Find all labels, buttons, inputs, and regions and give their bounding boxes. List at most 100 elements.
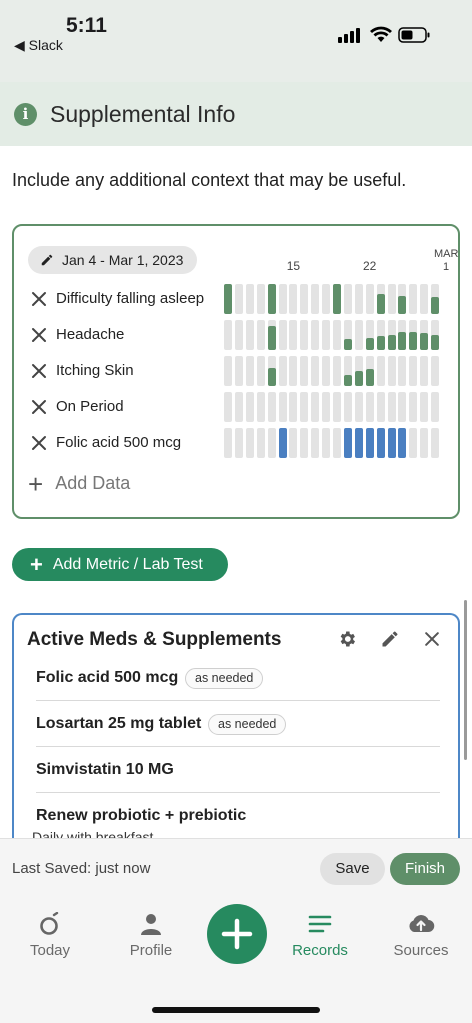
tab-profile[interactable]: Profile	[106, 898, 196, 968]
symptom-grid-row[interactable]	[224, 428, 444, 458]
symptom-grid-row[interactable]	[224, 320, 444, 350]
day-cell[interactable]	[267, 320, 276, 350]
day-cell[interactable]	[322, 356, 331, 386]
day-cell[interactable]	[398, 284, 407, 314]
add-fab-button[interactable]	[207, 904, 267, 964]
day-cell[interactable]	[354, 320, 363, 350]
med-list-item[interactable]: Losartan 25 mg tablet as needed	[36, 701, 440, 747]
remove-row-icon[interactable]	[30, 434, 48, 452]
day-cell[interactable]	[224, 392, 232, 422]
day-cell[interactable]	[365, 392, 374, 422]
day-cell[interactable]	[322, 284, 331, 314]
day-cell[interactable]	[311, 392, 320, 422]
day-cell[interactable]	[354, 284, 363, 314]
day-cell[interactable]	[278, 284, 287, 314]
day-cell[interactable]	[376, 320, 385, 350]
day-cell[interactable]	[376, 284, 385, 314]
day-cell[interactable]	[387, 320, 396, 350]
day-cell[interactable]	[278, 392, 287, 422]
day-cell[interactable]	[224, 284, 232, 314]
day-cell[interactable]	[376, 392, 385, 422]
tab-records[interactable]: Records	[275, 898, 365, 968]
symptom-grid-row[interactable]	[224, 356, 444, 386]
day-cell[interactable]	[354, 392, 363, 422]
day-cell[interactable]	[245, 320, 254, 350]
day-cell[interactable]	[333, 320, 341, 350]
day-cell[interactable]	[322, 428, 331, 458]
day-cell[interactable]	[409, 428, 418, 458]
day-cell[interactable]	[289, 284, 298, 314]
day-cell[interactable]	[224, 356, 232, 386]
day-cell[interactable]	[234, 320, 243, 350]
day-cell[interactable]	[278, 356, 287, 386]
day-cell[interactable]	[256, 392, 265, 422]
day-cell[interactable]	[398, 392, 407, 422]
day-cell[interactable]	[420, 356, 429, 386]
day-cell[interactable]	[311, 356, 320, 386]
day-cell[interactable]	[387, 356, 396, 386]
day-cell[interactable]	[289, 320, 298, 350]
remove-row-icon[interactable]	[30, 362, 48, 380]
day-cell[interactable]	[278, 320, 287, 350]
day-cell[interactable]	[300, 320, 309, 350]
day-cell[interactable]	[289, 356, 298, 386]
day-cell[interactable]	[398, 428, 407, 458]
day-cell[interactable]	[420, 284, 429, 314]
day-cell[interactable]	[343, 320, 352, 350]
day-cell[interactable]	[245, 428, 254, 458]
day-cell[interactable]	[431, 392, 440, 422]
day-cell[interactable]	[267, 356, 276, 386]
day-cell[interactable]	[333, 356, 341, 386]
day-cell[interactable]	[289, 428, 298, 458]
back-to-app-link[interactable]: ◀ Slack	[14, 37, 63, 53]
day-cell[interactable]	[343, 392, 352, 422]
day-cell[interactable]	[409, 392, 418, 422]
day-cell[interactable]	[354, 356, 363, 386]
day-cell[interactable]	[234, 428, 243, 458]
day-cell[interactable]	[322, 320, 331, 350]
day-cell[interactable]	[311, 428, 320, 458]
med-list-item[interactable]: Folic acid 500 mcg as needed	[36, 655, 440, 701]
day-cell[interactable]	[409, 356, 418, 386]
day-cell[interactable]	[343, 356, 352, 386]
add-data-button[interactable]: + Add Data	[28, 471, 130, 497]
day-cell[interactable]	[343, 428, 352, 458]
close-icon[interactable]	[422, 629, 442, 649]
day-cell[interactable]	[267, 284, 276, 314]
symptom-grid-row[interactable]	[224, 284, 444, 314]
day-cell[interactable]	[300, 428, 309, 458]
day-cell[interactable]	[234, 284, 243, 314]
day-cell[interactable]	[431, 320, 440, 350]
remove-row-icon[interactable]	[30, 326, 48, 344]
day-cell[interactable]	[267, 392, 276, 422]
day-cell[interactable]	[289, 392, 298, 422]
day-cell[interactable]	[365, 428, 374, 458]
day-cell[interactable]	[365, 356, 374, 386]
day-cell[interactable]	[256, 356, 265, 386]
day-cell[interactable]	[376, 356, 385, 386]
day-cell[interactable]	[398, 320, 407, 350]
symptom-grid-row[interactable]	[224, 392, 444, 422]
day-cell[interactable]	[278, 428, 287, 458]
day-cell[interactable]	[322, 392, 331, 422]
med-list-item[interactable]: Simvistatin 10 MG	[36, 747, 440, 793]
day-cell[interactable]	[387, 284, 396, 314]
day-cell[interactable]	[420, 428, 429, 458]
add-metric-button[interactable]: + Add Metric / Lab Test	[12, 548, 228, 581]
date-range-chip[interactable]: Jan 4 - Mar 1, 2023	[28, 246, 198, 274]
save-button[interactable]: Save	[320, 853, 385, 885]
day-cell[interactable]	[420, 320, 429, 350]
tab-sources[interactable]: Sources	[376, 898, 466, 968]
day-cell[interactable]	[343, 284, 352, 314]
tab-today[interactable]: Today	[5, 898, 95, 968]
day-cell[interactable]	[256, 284, 265, 314]
remove-row-icon[interactable]	[30, 290, 48, 308]
day-cell[interactable]	[245, 392, 254, 422]
med-list-item[interactable]: Renew probiotic + prebiotic	[36, 793, 440, 839]
day-cell[interactable]	[300, 356, 309, 386]
remove-row-icon[interactable]	[30, 398, 48, 416]
day-cell[interactable]	[420, 392, 429, 422]
scrollbar[interactable]	[464, 600, 467, 760]
pencil-icon[interactable]	[380, 629, 400, 649]
day-cell[interactable]	[365, 284, 374, 314]
